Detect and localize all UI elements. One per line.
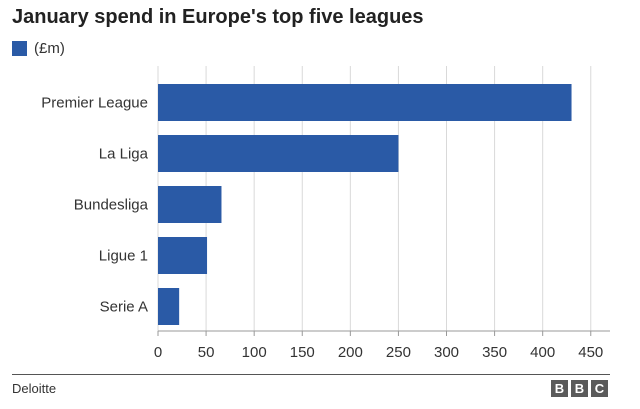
x-tick-label: 400	[530, 344, 555, 361]
x-tick-label: 350	[482, 344, 507, 361]
bar	[158, 186, 222, 223]
x-tick-label: 200	[338, 344, 363, 361]
category-label: Serie A	[100, 299, 148, 316]
category-label: Ligue 1	[99, 248, 148, 265]
chart-title: January spend in Europe's top five leagu…	[12, 6, 424, 28]
category-label: La Liga	[99, 146, 149, 163]
category-label: Bundesliga	[74, 197, 149, 214]
x-tick-label: 250	[386, 344, 411, 361]
bbc-logo-block: C	[591, 380, 608, 397]
bar	[158, 288, 180, 325]
x-tick-label: 0	[154, 344, 162, 361]
legend-label: (£m)	[34, 40, 65, 57]
bbc-logo-block: B	[571, 380, 588, 397]
x-tick-label: 150	[290, 344, 315, 361]
category-label: Premier League	[41, 95, 148, 112]
x-tick-label: 50	[198, 344, 215, 361]
footer-divider	[12, 374, 610, 375]
legend: (£m)	[12, 40, 65, 57]
source-label: Deloitte	[12, 381, 57, 396]
bbc-logo: B B C	[551, 380, 608, 397]
x-tick-label: 300	[434, 344, 459, 361]
bbc-logo-block: B	[551, 380, 568, 397]
legend-swatch	[12, 41, 27, 56]
bar	[158, 237, 208, 274]
bar	[158, 84, 572, 121]
bar	[158, 135, 399, 172]
x-tick-label: 100	[242, 344, 267, 361]
x-tick-label: 450	[578, 344, 603, 361]
